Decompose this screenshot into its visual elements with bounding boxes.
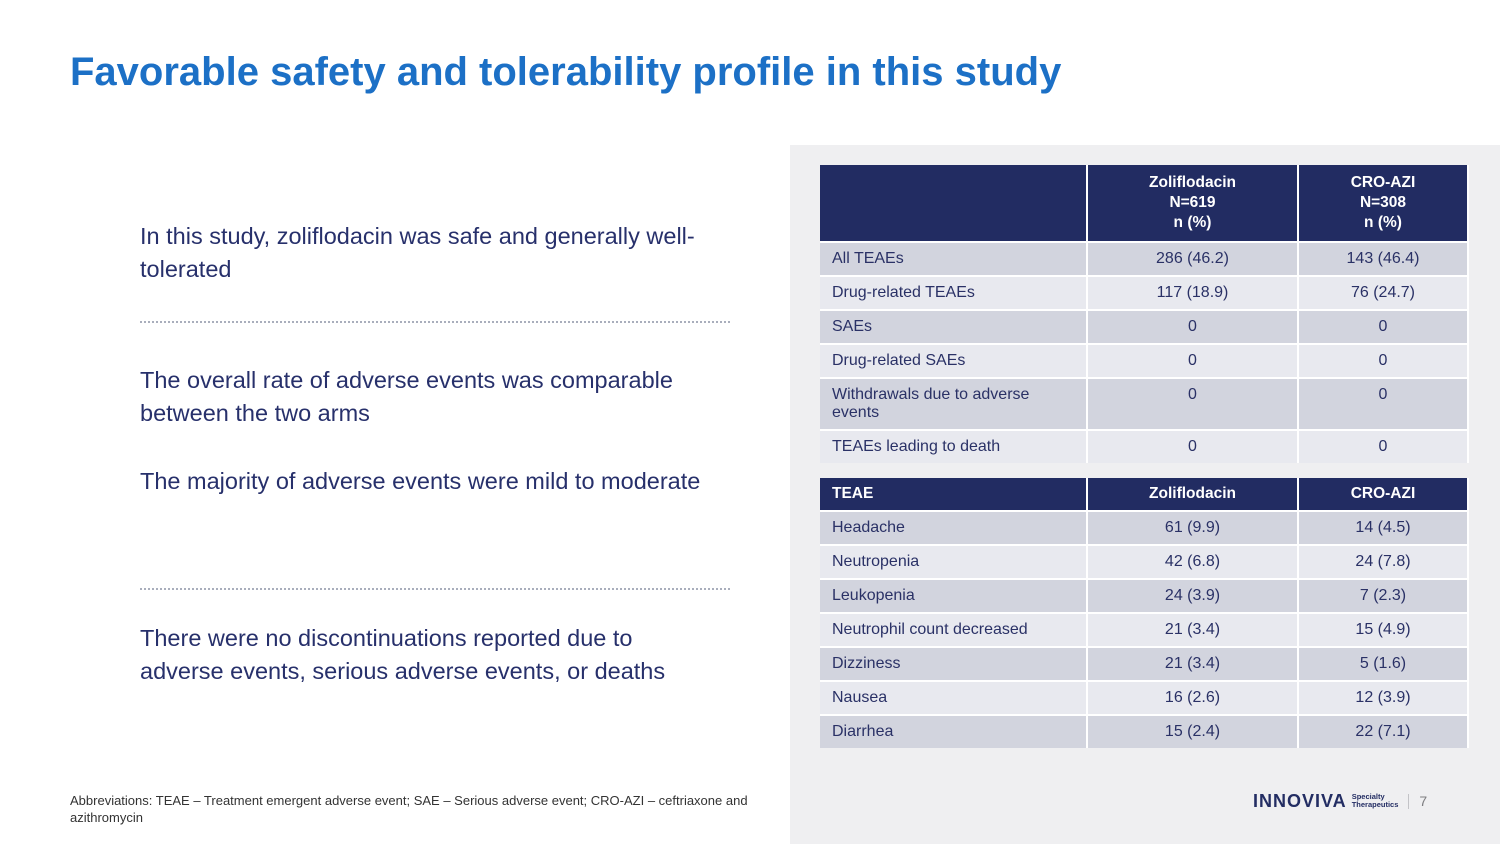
- row-label: TEAEs leading to death: [820, 431, 1086, 463]
- cell-value: 0: [1299, 431, 1467, 463]
- cell-value: 0: [1088, 379, 1297, 429]
- row-label: Leukopenia: [820, 580, 1086, 612]
- cell-value: 286 (46.2): [1088, 243, 1297, 275]
- cell-value: 16 (2.6): [1088, 682, 1297, 714]
- cell-value: 0: [1088, 311, 1297, 343]
- row-label: Drug-related TEAEs: [820, 277, 1086, 309]
- slide-title: Favorable safety and tolerability profil…: [70, 50, 1062, 94]
- cell-value: 14 (4.5): [1299, 512, 1467, 544]
- innoviva-wordmark: INNOVIVA: [1253, 790, 1347, 811]
- dotted-divider: [140, 321, 730, 323]
- safety-header-croazi: CRO-AZI N=308 n (%): [1299, 165, 1467, 241]
- cell-value: 12 (3.9): [1299, 682, 1467, 714]
- cell-value: 0: [1299, 379, 1467, 429]
- cell-value: 0: [1088, 431, 1297, 463]
- cell-value: 5 (1.6): [1299, 648, 1467, 680]
- safety-header-empty: [820, 165, 1086, 241]
- safety-summary-table: Zoliflodacin N=619 n (%) CRO-AZI N=308 n…: [820, 165, 1469, 463]
- cell-value: 0: [1299, 311, 1467, 343]
- cell-value: 61 (9.9): [1088, 512, 1297, 544]
- row-label: Nausea: [820, 682, 1086, 714]
- bullet-safety: In this study, zoliflodacin was safe and…: [140, 223, 695, 282]
- innoviva-subtext: Specialty Therapeutics: [1352, 793, 1399, 809]
- teae-header-croazi: CRO-AZI: [1299, 478, 1467, 510]
- cell-value: 24 (3.9): [1088, 580, 1297, 612]
- cell-value: 21 (3.4): [1088, 614, 1297, 646]
- teae-header-zoliflodacin: Zoliflodacin: [1088, 478, 1297, 510]
- teae-header-label: TEAE: [820, 478, 1086, 510]
- innoviva-logo: INNOVIVA Specialty Therapeutics 7: [1253, 790, 1427, 812]
- cell-value: 7 (2.3): [1299, 580, 1467, 612]
- footer-divider: [1408, 793, 1410, 809]
- cell-value: 76 (24.7): [1299, 277, 1467, 309]
- bullet-rate: The overall rate of adverse events was c…: [140, 367, 673, 426]
- page-number: 7: [1419, 793, 1428, 809]
- cell-value: 15 (2.4): [1088, 716, 1297, 748]
- row-label: Headache: [820, 512, 1086, 544]
- row-label: Dizziness: [820, 648, 1086, 680]
- cell-value: 42 (6.8): [1088, 546, 1297, 578]
- innoviva-subtext-line1: Specialty: [1351, 792, 1385, 801]
- teae-detail-table: TEAE Zoliflodacin CRO-AZI Headache 61 (9…: [820, 478, 1469, 748]
- cell-value: 117 (18.9): [1088, 277, 1297, 309]
- abbreviations-footnote: Abbreviations: TEAE – Treatment emergent…: [70, 793, 748, 825]
- bullet-severity: The majority of adverse events were mild…: [140, 468, 701, 494]
- cell-value: 22 (7.1): [1299, 716, 1467, 748]
- row-label: Withdrawals due to adverse events: [820, 379, 1086, 429]
- cell-value: 15 (4.9): [1299, 614, 1467, 646]
- row-label: Neutrophil count decreased: [820, 614, 1086, 646]
- safety-header-zoliflodacin: Zoliflodacin N=619 n (%): [1088, 165, 1297, 241]
- cell-value: 0: [1088, 345, 1297, 377]
- cell-value: 21 (3.4): [1088, 648, 1297, 680]
- row-label: All TEAEs: [820, 243, 1086, 275]
- row-label: Drug-related SAEs: [820, 345, 1086, 377]
- row-label: Diarrhea: [820, 716, 1086, 748]
- row-label: SAEs: [820, 311, 1086, 343]
- cell-value: 143 (46.4): [1299, 243, 1467, 275]
- innoviva-subtext-line2: Therapeutics: [1351, 800, 1399, 809]
- tables-panel: Zoliflodacin N=619 n (%) CRO-AZI N=308 n…: [790, 145, 1500, 844]
- cell-value: 24 (7.8): [1299, 546, 1467, 578]
- cell-value: 0: [1299, 345, 1467, 377]
- bullet-discontinuations: There were no discontinuations reported …: [140, 625, 666, 684]
- row-label: Neutropenia: [820, 546, 1086, 578]
- dotted-divider: [140, 588, 730, 590]
